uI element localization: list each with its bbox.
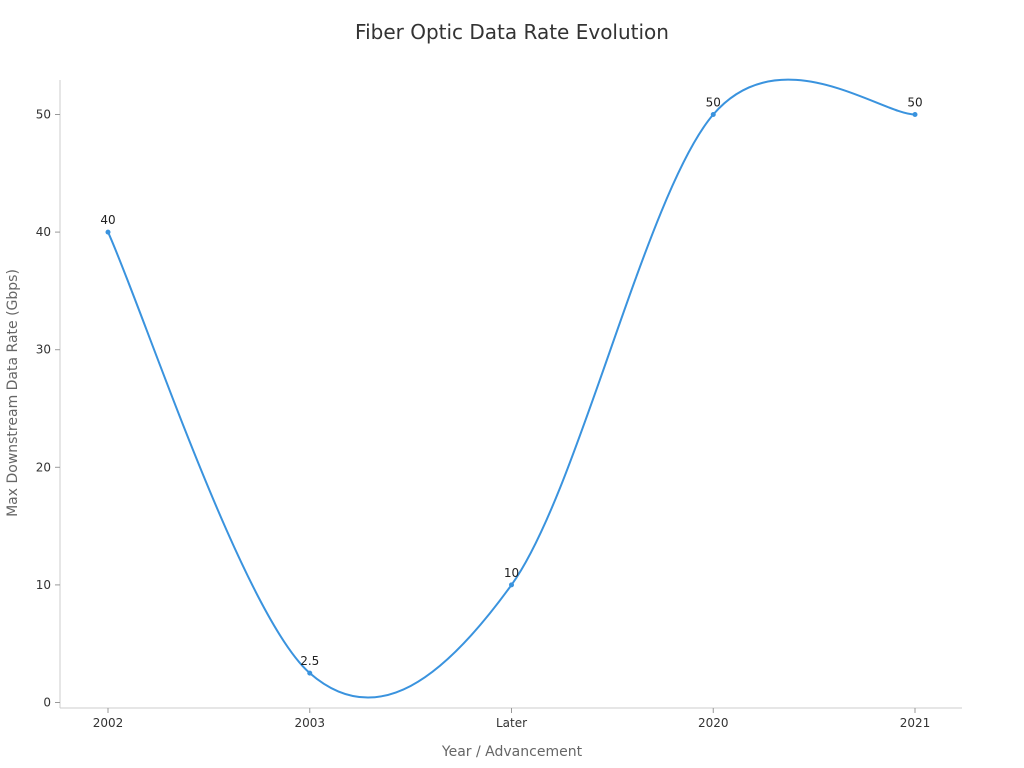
data-label: 10 (504, 566, 519, 580)
data-point (912, 112, 918, 117)
data-point (710, 112, 716, 117)
x-axis-title: Year / Advancement (441, 744, 583, 760)
data-label: 50 (907, 96, 922, 110)
y-ticks: 0 10 20 30 40 50 (36, 108, 60, 710)
data-point (307, 670, 313, 676)
x-tick-label: Later (496, 716, 527, 730)
y-tick-label: 40 (36, 225, 51, 239)
data-point (509, 582, 514, 588)
x-tick-label: 2020 (698, 716, 729, 730)
axes (59, 80, 962, 709)
chart-title: Fiber Optic Data Rate Evolution (355, 20, 669, 44)
y-tick-label: 0 (43, 696, 51, 710)
data-label: 2.5 (300, 654, 319, 668)
data-label: 50 (706, 96, 721, 110)
y-tick-label: 20 (36, 460, 51, 474)
x-tick-label: 2021 (900, 716, 931, 730)
y-tick-label: 10 (36, 578, 51, 592)
data-point (105, 229, 111, 235)
x-tick-label: 2002 (93, 716, 124, 730)
series-line (107, 78, 916, 699)
data-label: 40 (100, 213, 115, 227)
y-tick-label: 30 (36, 343, 51, 357)
y-tick-label: 50 (36, 108, 51, 122)
data-points (105, 112, 918, 676)
x-tick-label: 2003 (294, 716, 325, 730)
y-axis-title: Max Downstream Data Rate (Gbps) (5, 269, 21, 517)
x-ticks: 2002 2003 Later 2020 2021 (93, 708, 931, 730)
data-labels: 40 2.5 10 50 50 (100, 96, 922, 669)
